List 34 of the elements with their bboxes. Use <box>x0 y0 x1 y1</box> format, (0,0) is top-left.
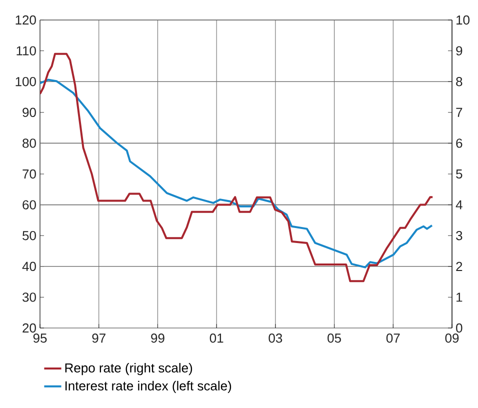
x-tick-label: 95 <box>33 334 47 343</box>
y-tick-label: 120 <box>16 15 36 25</box>
y2-tick-label: 4 <box>456 200 462 210</box>
y2-tick-label: 8 <box>456 76 462 86</box>
y2-tick-label: 5 <box>456 169 462 179</box>
y2-tick-label: 10 <box>456 15 470 25</box>
y-tick-label: 30 <box>22 292 36 302</box>
x-tick-label: 01 <box>210 334 224 343</box>
y-tick-label: 90 <box>22 108 36 117</box>
y2-tick-label: 3 <box>456 230 462 240</box>
y-tick-label: 80 <box>22 138 36 148</box>
y-tick-label: 40 <box>22 262 36 271</box>
x-tick-label: 05 <box>328 334 341 343</box>
y-tick-label: 100 <box>16 76 36 86</box>
y-tick-label: 60 <box>22 200 36 210</box>
y-tick-label: 50 <box>22 230 36 240</box>
line-series <box>40 52 434 282</box>
y2-tick-label: 7 <box>456 108 462 117</box>
y-tick-label: 70 <box>22 169 36 179</box>
y2-tick-label: 1 <box>456 292 462 302</box>
y2-tick-label: 0 <box>456 323 462 333</box>
x-tick-label: 09 <box>445 334 459 343</box>
x-tick-label: 03 <box>268 334 282 343</box>
y2-tick-label: 6 <box>456 138 462 148</box>
y2-tick-label: 2 <box>456 262 462 271</box>
y-tick-label: 110 <box>16 46 36 56</box>
legend-label: Repo rate (right scale) <box>65 362 192 376</box>
y2-tick-label: 9 <box>456 46 462 56</box>
x-tick-label: 99 <box>151 334 164 343</box>
x-tick-label: 97 <box>92 334 106 343</box>
x-tick-label: 07 <box>386 334 400 343</box>
line-series <box>40 78 433 268</box>
y-tick-label: 20 <box>22 323 36 333</box>
legend-label: Interest rate index (left scale) <box>65 380 232 394</box>
